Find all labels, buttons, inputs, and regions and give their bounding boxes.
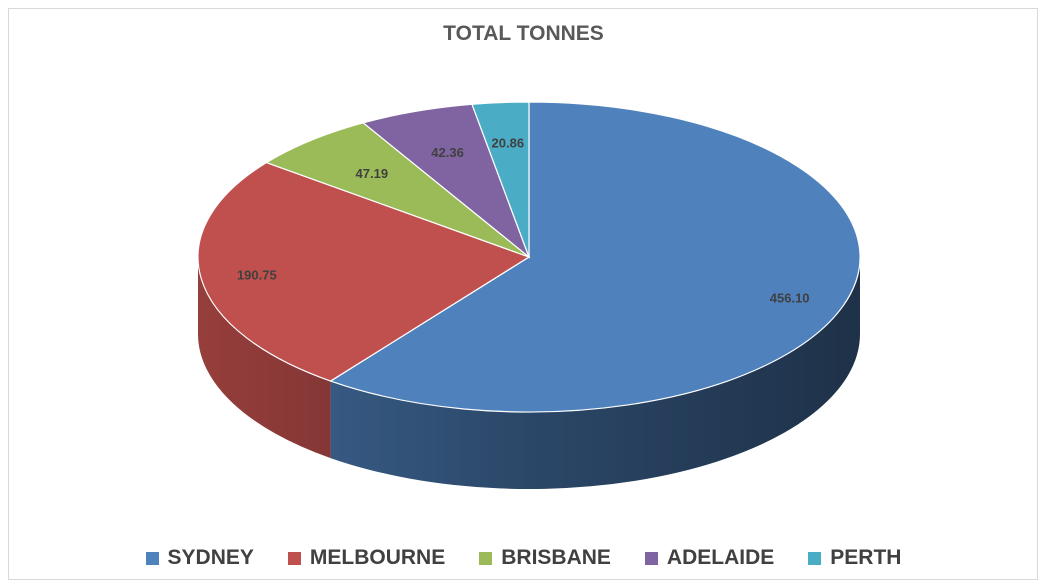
chart-title: TOTAL TONNES [443, 22, 604, 45]
pie-sides [198, 257, 860, 489]
pie-slice-sydney [329, 101, 861, 413]
pie-slice-melbourne [197, 161, 531, 382]
data-label-brisbane: 47.19 [356, 166, 389, 181]
legend: SYDNEY MELBOURNE BRISBANE ADELAIDE PERTH [0, 546, 1047, 570]
pie-side-melbourne [198, 257, 331, 459]
pie-slice-perth [471, 101, 530, 258]
legend-label: MELBOURNE [309, 546, 446, 569]
legend-label: ADELAIDE [666, 546, 775, 569]
legend-item-sydney: SYDNEY [145, 546, 254, 570]
data-label-adelaide: 42.36 [431, 145, 464, 160]
pie-labels: 456.10 190.75 47.19 42.36 20.86 [237, 136, 810, 306]
pie-side-sydney [330, 257, 860, 489]
legend-label: PERTH [830, 546, 902, 569]
legend-swatch [808, 551, 822, 565]
legend-swatch [145, 551, 159, 565]
legend-label: BRISBANE [501, 546, 611, 569]
pie-tops [197, 101, 861, 413]
legend-item-melbourne: MELBOURNE [287, 546, 446, 570]
pie-slice-brisbane [265, 122, 530, 258]
legend-swatch [479, 551, 493, 565]
data-label-perth: 20.86 [492, 136, 525, 151]
legend-swatch [287, 551, 301, 565]
legend-swatch [644, 551, 658, 565]
legend-item-perth: PERTH [808, 546, 901, 570]
legend-item-adelaide: ADELAIDE [644, 546, 775, 570]
data-label-sydney: 456.10 [770, 291, 810, 306]
legend-label: SYDNEY [167, 546, 254, 569]
data-label-melbourne: 190.75 [237, 268, 277, 283]
legend-item-brisbane: BRISBANE [479, 546, 611, 570]
